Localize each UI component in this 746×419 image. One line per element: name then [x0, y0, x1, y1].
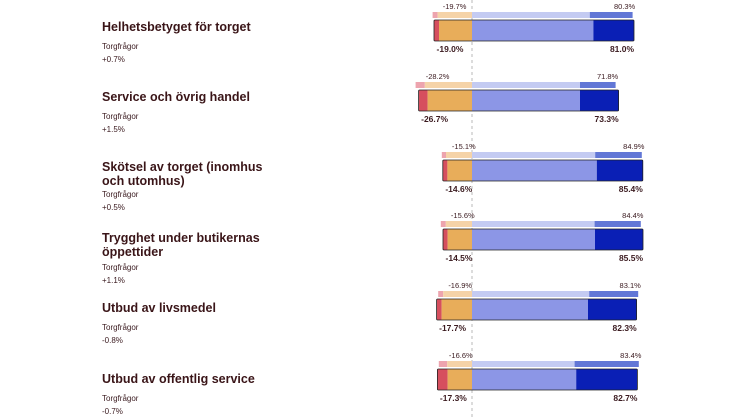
- current-negative-label: -17.7%: [439, 323, 466, 333]
- current-bar-outline: [442, 228, 644, 251]
- prev-negative-segment: [437, 12, 472, 18]
- current-negative-label: -14.6%: [445, 184, 472, 194]
- current-negative-segment: [447, 229, 472, 250]
- current-positive-label: 81.0%: [610, 44, 635, 54]
- prev-positive-label: 84.4%: [622, 211, 644, 220]
- current-positive-label: 73.3%: [595, 114, 620, 124]
- current-very-positive-segment: [580, 90, 619, 111]
- prev-very-negative-segment: [440, 221, 446, 227]
- prev-negative-segment: [446, 152, 472, 158]
- prev-very-positive-segment: [594, 221, 641, 227]
- row-subtitle: Torgfrågor: [102, 42, 139, 51]
- row-subtitle: Torgfrågor: [102, 112, 139, 121]
- current-very-negative-segment: [442, 160, 448, 181]
- prev-very-negative-segment: [441, 152, 446, 158]
- row-title: Helhetsbetyget för torget: [102, 20, 251, 34]
- prev-positive-segment: [472, 12, 590, 18]
- row-title: Skötsel av torget (inomhus och utomhus): [102, 160, 263, 188]
- current-bar-outline: [442, 159, 644, 182]
- prev-positive-segment: [472, 361, 575, 367]
- row-subtitle: Torgfrågor: [102, 190, 139, 199]
- current-very-negative-segment: [437, 369, 448, 390]
- prev-negative-segment: [443, 291, 472, 297]
- row-change-value: +1.1%: [102, 276, 125, 285]
- current-negative-label: -17.3%: [440, 393, 467, 403]
- prev-positive-segment: [472, 152, 596, 158]
- current-very-positive-segment: [593, 20, 634, 41]
- current-negative-segment: [441, 299, 472, 320]
- prev-very-positive-segment: [574, 361, 639, 367]
- current-bar-outline: [436, 368, 638, 391]
- row-title: Trygghet under butikernas öppettider: [102, 231, 260, 259]
- current-very-positive-segment: [588, 299, 637, 320]
- current-very-positive-segment: [576, 369, 638, 390]
- prev-positive-label: 84.9%: [623, 142, 645, 151]
- current-positive-segment: [472, 299, 588, 320]
- prev-positive-segment: [472, 221, 595, 227]
- prev-very-positive-segment: [580, 82, 616, 88]
- current-negative-segment: [447, 160, 472, 181]
- row-title: Utbud av offentlig service: [102, 372, 255, 386]
- current-bar-outline: [436, 298, 638, 321]
- current-positive-segment: [472, 90, 580, 111]
- prev-very-positive-segment: [589, 12, 633, 18]
- row-change-value: -0.7%: [102, 407, 123, 416]
- current-very-positive-segment: [596, 160, 643, 181]
- prev-negative-label: -28.2%: [426, 72, 450, 81]
- current-negative-label: -26.7%: [421, 114, 448, 124]
- prev-negative-label: -15.6%: [451, 211, 475, 220]
- prev-negative-label: -16.9%: [448, 281, 472, 290]
- current-bar-outline: [418, 89, 620, 112]
- current-negative-segment: [447, 369, 472, 390]
- prev-positive-label: 80.3%: [614, 2, 636, 11]
- current-positive-label: 82.3%: [613, 323, 638, 333]
- prev-negative-label: -19.7%: [443, 2, 467, 11]
- row-title: Service och övrig handel: [102, 90, 250, 104]
- prev-very-positive-segment: [589, 291, 639, 297]
- current-very-negative-segment: [434, 20, 439, 41]
- current-positive-segment: [472, 369, 577, 390]
- current-positive-label: 85.5%: [619, 253, 644, 263]
- prev-negative-segment: [445, 221, 472, 227]
- row-subtitle: Torgfrågor: [102, 394, 139, 403]
- row-subtitle: Torgfrågor: [102, 263, 139, 272]
- prev-positive-segment: [472, 291, 590, 297]
- current-very-negative-segment: [418, 90, 428, 111]
- current-positive-segment: [472, 20, 594, 41]
- prev-positive-label: 83.4%: [620, 351, 642, 360]
- prev-very-positive-segment: [595, 152, 642, 158]
- row-title: Utbud av livsmedel: [102, 301, 216, 315]
- prev-negative-label: -15.1%: [452, 142, 476, 151]
- current-very-negative-segment: [443, 229, 448, 250]
- prev-very-negative-segment: [432, 12, 438, 18]
- current-bar-outline: [433, 19, 635, 42]
- current-negative-label: -14.5%: [446, 253, 473, 263]
- row-change-value: +0.7%: [102, 55, 125, 64]
- prev-negative-segment: [447, 361, 472, 367]
- prev-negative-segment: [424, 82, 472, 88]
- current-negative-segment: [427, 90, 472, 111]
- prev-very-negative-segment: [438, 361, 448, 367]
- current-positive-segment: [472, 229, 595, 250]
- prev-very-negative-segment: [438, 291, 444, 297]
- current-positive-label: 82.7%: [613, 393, 638, 403]
- prev-positive-segment: [472, 82, 580, 88]
- prev-very-negative-segment: [415, 82, 425, 88]
- prev-negative-label: -16.6%: [449, 351, 473, 360]
- current-negative-label: -19.0%: [437, 44, 464, 54]
- current-very-negative-segment: [436, 299, 442, 320]
- current-positive-label: 85.4%: [619, 184, 644, 194]
- row-change-value: -0.8%: [102, 336, 123, 345]
- prev-positive-label: 71.8%: [597, 72, 619, 81]
- row-change-value: +0.5%: [102, 203, 125, 212]
- prev-positive-label: 83.1%: [620, 281, 642, 290]
- row-subtitle: Torgfrågor: [102, 323, 139, 332]
- row-change-value: +1.5%: [102, 125, 125, 134]
- current-positive-segment: [472, 160, 597, 181]
- current-very-positive-segment: [595, 229, 643, 250]
- current-negative-segment: [439, 20, 472, 41]
